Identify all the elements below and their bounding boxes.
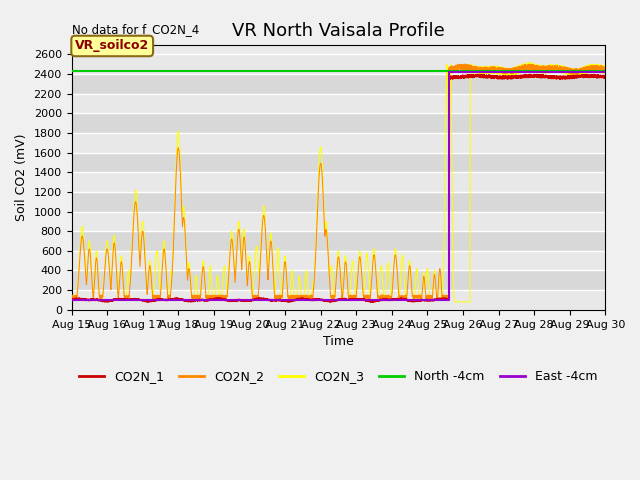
Y-axis label: Soil CO2 (mV): Soil CO2 (mV) bbox=[15, 133, 28, 221]
Bar bbox=[72, 251, 605, 271]
Legend: CO2N_1, CO2N_2, CO2N_3, North -4cm, East -4cm: CO2N_1, CO2N_2, CO2N_3, North -4cm, East… bbox=[74, 365, 602, 388]
Bar bbox=[72, 54, 605, 74]
Bar bbox=[72, 113, 605, 133]
Bar bbox=[72, 133, 605, 153]
Bar bbox=[72, 231, 605, 251]
Bar bbox=[72, 212, 605, 231]
Bar bbox=[72, 271, 605, 290]
Bar bbox=[72, 94, 605, 113]
Bar bbox=[72, 172, 605, 192]
Text: VR_soilco2: VR_soilco2 bbox=[75, 39, 149, 52]
Bar bbox=[72, 290, 605, 310]
Title: VR North Vaisala Profile: VR North Vaisala Profile bbox=[232, 22, 445, 40]
Bar bbox=[72, 74, 605, 94]
Text: No data for f_CO2N_4: No data for f_CO2N_4 bbox=[72, 24, 199, 36]
X-axis label: Time: Time bbox=[323, 335, 354, 348]
Bar bbox=[72, 153, 605, 172]
Bar bbox=[72, 192, 605, 212]
